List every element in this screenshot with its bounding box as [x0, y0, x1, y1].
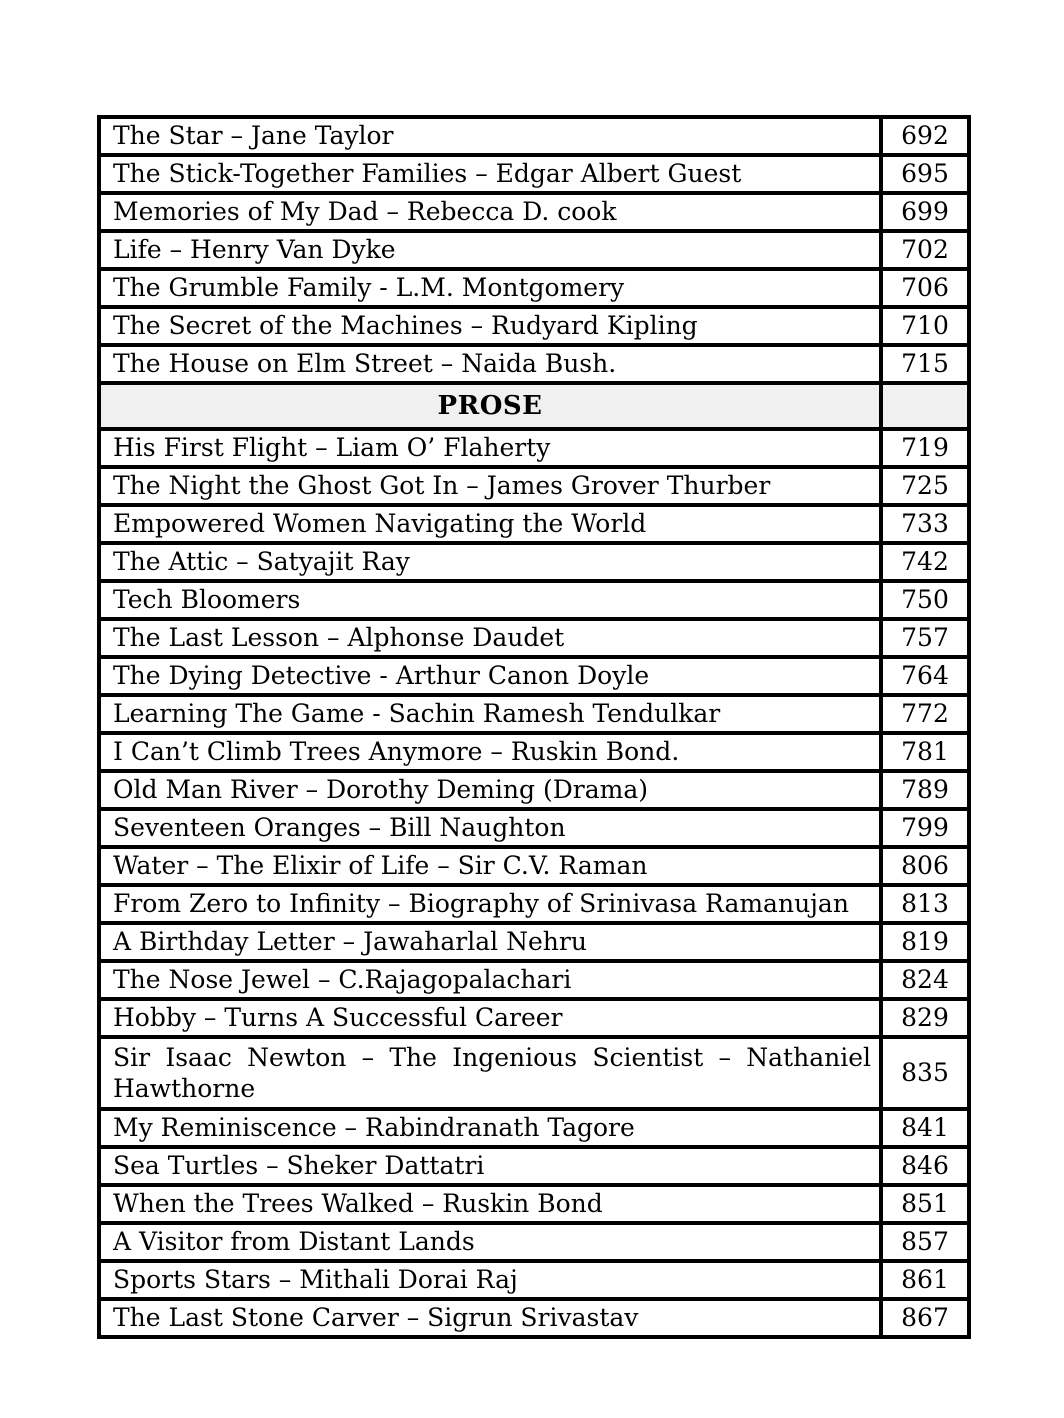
toc-title-cell: Sea Turtles – Sheker Dattatri: [97, 1145, 883, 1187]
toc-page-number-cell: 819: [879, 921, 971, 963]
toc-title-cell: I Can’t Climb Trees Anymore – Ruskin Bon…: [97, 731, 883, 773]
toc-title-cell: The Attic – Satyajit Ray: [97, 541, 883, 583]
toc-page-number-cell: 742: [879, 541, 971, 583]
toc-row: The Last Stone Carver – Sigrun Srivastav…: [97, 1297, 971, 1339]
toc-row: Old Man River – Dorothy Deming (Drama) 7…: [97, 769, 971, 811]
toc-page-number-cell: 719: [879, 427, 971, 469]
toc-title-cell: Hobby – Turns A Successful Career: [97, 997, 883, 1039]
toc-title-cell: Memories of My Dad – Rebecca D. cook: [97, 191, 883, 233]
toc-page-number-cell: 699: [879, 191, 971, 233]
toc-page-number-cell: 702: [879, 229, 971, 271]
toc-title-cell: Learning The Game - Sachin Ramesh Tendul…: [97, 693, 883, 735]
toc-body: The Star – Jane Taylor 692 The Stick-Tog…: [97, 115, 971, 1339]
toc-row: From Zero to Infinity – Biography of Sri…: [97, 883, 971, 925]
toc-row: Tech Bloomers 750: [97, 579, 971, 621]
toc-page-number-cell: 733: [879, 503, 971, 545]
toc-title-cell: Sir Isaac Newton – The Ingenious Scienti…: [97, 1035, 883, 1111]
toc-title-cell: The Grumble Family - L.M. Montgomery: [97, 267, 883, 309]
toc-row: Sir Isaac Newton – The Ingenious Scienti…: [97, 1035, 971, 1111]
toc-title-cell: From Zero to Infinity – Biography of Sri…: [97, 883, 883, 925]
toc-page-number-cell: 851: [879, 1183, 971, 1225]
toc-page-number-cell: 710: [879, 305, 971, 347]
toc-title-cell: Life – Henry Van Dyke: [97, 229, 883, 271]
toc-page-number-cell: 799: [879, 807, 971, 849]
toc-table: The Star – Jane Taylor 692 The Stick-Tog…: [97, 115, 971, 1339]
toc-row: When the Trees Walked – Ruskin Bond 851: [97, 1183, 971, 1225]
toc-title-cell: A Birthday Letter – Jawaharlal Nehru: [97, 921, 883, 963]
toc-row: My Reminiscence – Rabindranath Tagore 84…: [97, 1107, 971, 1149]
toc-page-number-cell: 772: [879, 693, 971, 735]
toc-title-cell: The Last Lesson – Alphonse Daudet: [97, 617, 883, 659]
toc-row: Life – Henry Van Dyke 702: [97, 229, 971, 271]
toc-title-cell: My Reminiscence – Rabindranath Tagore: [97, 1107, 883, 1149]
toc-page-number-cell: 715: [879, 343, 971, 385]
toc-row: Sports Stars – Mithali Dorai Raj 861: [97, 1259, 971, 1301]
toc-row: Hobby – Turns A Successful Career 829: [97, 997, 971, 1039]
toc-title-cell: The Last Stone Carver – Sigrun Srivastav: [97, 1297, 883, 1339]
toc-page-number-cell: 757: [879, 617, 971, 659]
section-title-cell: PROSE: [97, 381, 883, 431]
toc-row: Seventeen Oranges – Bill Naughton 799: [97, 807, 971, 849]
toc-row: His First Flight – Liam O’ Flaherty 719: [97, 427, 971, 469]
toc-page-number-cell: 861: [879, 1259, 971, 1301]
toc-page-number-cell: 829: [879, 997, 971, 1039]
toc-title-cell: The Dying Detective - Arthur Canon Doyle: [97, 655, 883, 697]
toc-page-number-cell: 706: [879, 267, 971, 309]
toc-title-cell: Sports Stars – Mithali Dorai Raj: [97, 1259, 883, 1301]
toc-title-cell: Empowered Women Navigating the World: [97, 503, 883, 545]
toc-page-number-cell: 841: [879, 1107, 971, 1149]
toc-page-number-cell: 692: [879, 115, 971, 157]
toc-title-cell: The Secret of the Machines – Rudyard Kip…: [97, 305, 883, 347]
toc-page-number-cell: 750: [879, 579, 971, 621]
toc-page-number-cell: 725: [879, 465, 971, 507]
toc-page-number-cell: 781: [879, 731, 971, 773]
toc-page-number-cell: 813: [879, 883, 971, 925]
section-header-row: PROSE: [97, 381, 971, 431]
toc-row: A Birthday Letter – Jawaharlal Nehru 819: [97, 921, 971, 963]
toc-page-number-cell: 764: [879, 655, 971, 697]
toc-row: The Secret of the Machines – Rudyard Kip…: [97, 305, 971, 347]
toc-row: A Visitor from Distant Lands 857: [97, 1221, 971, 1263]
toc-title-cell: Tech Bloomers: [97, 579, 883, 621]
section-empty-cell: [879, 381, 971, 431]
toc-row: The Star – Jane Taylor 692: [97, 115, 971, 157]
toc-row: The House on Elm Street – Naida Bush. 71…: [97, 343, 971, 385]
toc-title-cell: When the Trees Walked – Ruskin Bond: [97, 1183, 883, 1225]
toc-title-cell: The House on Elm Street – Naida Bush.: [97, 343, 883, 385]
toc-row: Water – The Elixir of Life – Sir C.V. Ra…: [97, 845, 971, 887]
toc-row: The Dying Detective - Arthur Canon Doyle…: [97, 655, 971, 697]
toc-title-cell: His First Flight – Liam O’ Flaherty: [97, 427, 883, 469]
toc-row: The Stick-Together Families – Edgar Albe…: [97, 153, 971, 195]
toc-row: Sea Turtles – Sheker Dattatri 846: [97, 1145, 971, 1187]
toc-title-cell: Old Man River – Dorothy Deming (Drama): [97, 769, 883, 811]
toc-page-number-cell: 846: [879, 1145, 971, 1187]
toc-page-number-cell: 806: [879, 845, 971, 887]
toc-page: The Star – Jane Taylor 692 The Stick-Tog…: [97, 115, 971, 1339]
toc-page-number-cell: 835: [879, 1035, 971, 1111]
toc-row: The Last Lesson – Alphonse Daudet 757: [97, 617, 971, 659]
toc-title-cell: Seventeen Oranges – Bill Naughton: [97, 807, 883, 849]
toc-row: Learning The Game - Sachin Ramesh Tendul…: [97, 693, 971, 735]
toc-title-cell: Water – The Elixir of Life – Sir C.V. Ra…: [97, 845, 883, 887]
toc-row: The Grumble Family - L.M. Montgomery 706: [97, 267, 971, 309]
toc-page-number-cell: 789: [879, 769, 971, 811]
toc-row: Empowered Women Navigating the World 733: [97, 503, 971, 545]
toc-title-cell: The Star – Jane Taylor: [97, 115, 883, 157]
toc-row: The Nose Jewel – C.Rajagopalachari 824: [97, 959, 971, 1001]
toc-row: The Night the Ghost Got In – James Grove…: [97, 465, 971, 507]
toc-title-cell: The Stick-Together Families – Edgar Albe…: [97, 153, 883, 195]
toc-page-number-cell: 867: [879, 1297, 971, 1339]
toc-row: Memories of My Dad – Rebecca D. cook 699: [97, 191, 971, 233]
toc-page-number-cell: 695: [879, 153, 971, 195]
toc-title-cell: The Nose Jewel – C.Rajagopalachari: [97, 959, 883, 1001]
toc-page-number-cell: 857: [879, 1221, 971, 1263]
toc-title-cell: A Visitor from Distant Lands: [97, 1221, 883, 1263]
toc-row: I Can’t Climb Trees Anymore – Ruskin Bon…: [97, 731, 971, 773]
toc-row: The Attic – Satyajit Ray 742: [97, 541, 971, 583]
toc-title-cell: The Night the Ghost Got In – James Grove…: [97, 465, 883, 507]
toc-page-number-cell: 824: [879, 959, 971, 1001]
